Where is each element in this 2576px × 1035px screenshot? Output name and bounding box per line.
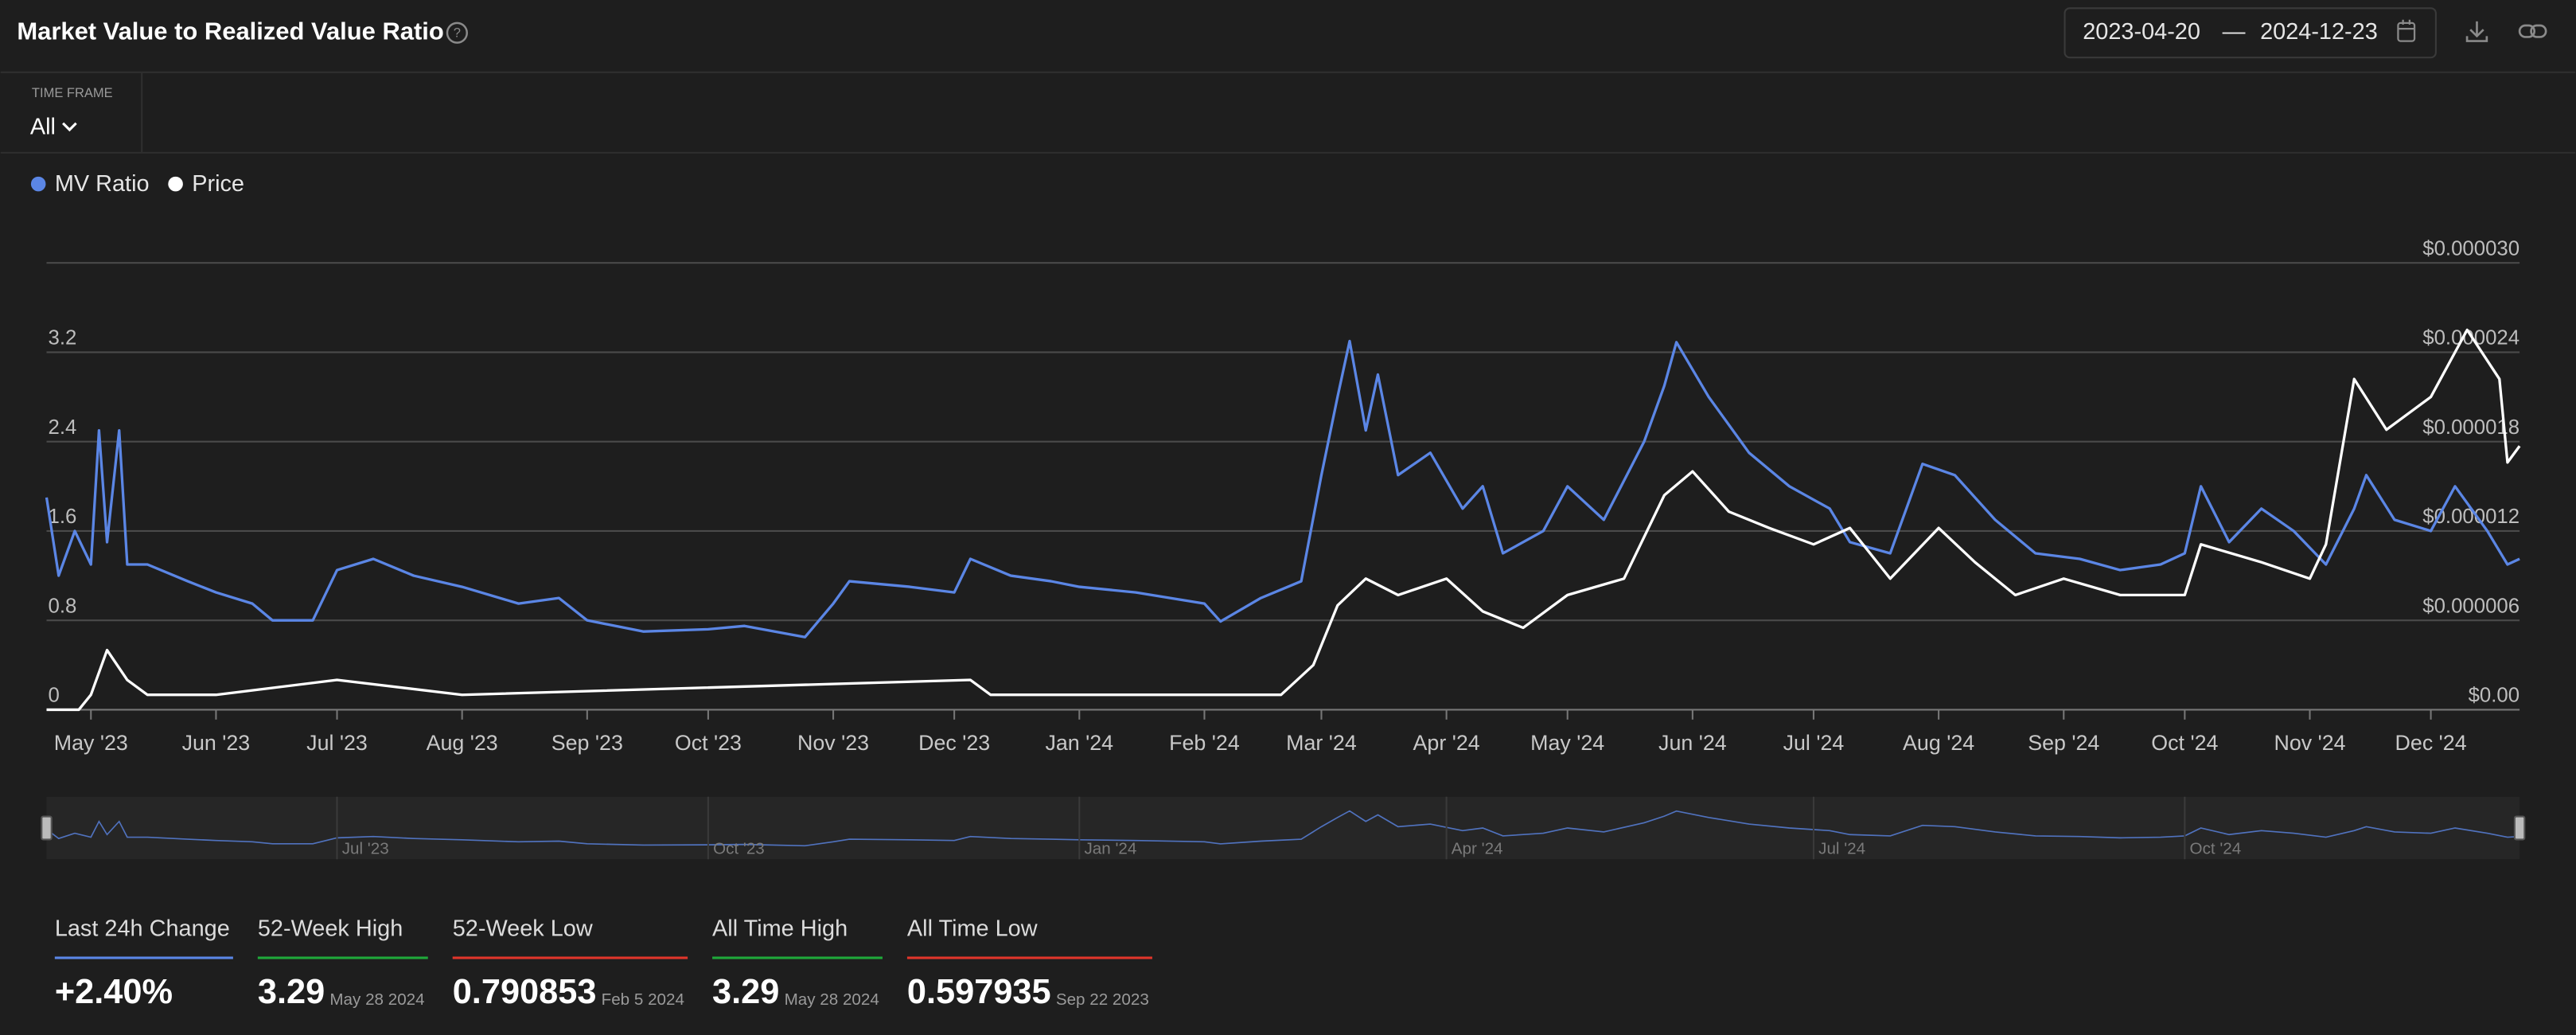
x-tick-label: Jul '24	[1783, 731, 1845, 755]
stat-value: 3.29	[258, 973, 325, 1011]
stat-date: Sep 22 2023	[1056, 990, 1149, 1009]
x-tick-label: Jul '23	[306, 731, 368, 755]
navigator-content: Jul '23 Oct '23 Jan '24 Apr '24 Jul '24 Oct '…	[46, 796, 2520, 860]
stat-value: +2.40%	[55, 973, 173, 1011]
stat-value: 0.597935	[907, 973, 1051, 1011]
date-range-picker[interactable]	[2064, 7, 2437, 59]
date-start: 2023-04-20	[2083, 19, 2200, 45]
x-tick-label: Jun '24	[1658, 731, 1727, 755]
grid: 00.81.62.43.2$0.00$0.000006$0.000012$0.0…	[46, 237, 2520, 711]
x-tick-label: Mar '24	[1286, 731, 1357, 755]
navigator-label: Jul '23	[342, 839, 389, 857]
series-line	[46, 328, 2521, 712]
x-tick-label: Aug '24	[1903, 731, 1974, 755]
y-tick-label: 3.2	[49, 327, 77, 350]
x-tick-label: Dec '24	[2395, 731, 2467, 755]
stat-value: 0.790853	[453, 973, 597, 1011]
x-tick-label: Oct '24	[2151, 731, 2218, 755]
date-separator: —	[2223, 19, 2246, 45]
plot	[45, 328, 2521, 712]
x-tick-label: May '24	[1530, 731, 1604, 755]
navigator-label: Oct '24	[2190, 839, 2242, 857]
y-tick-label: 0.8	[49, 595, 77, 617]
x-tick-label: May '23	[54, 731, 128, 755]
link-icon[interactable]	[2518, 24, 2547, 38]
series-line	[45, 339, 2520, 639]
x-tick-label: Sep '24	[2028, 731, 2099, 755]
y2-tick-label: $0.000030	[2422, 237, 2519, 260]
stat-date: May 28 2024	[329, 990, 424, 1009]
x-tick-label: Nov '24	[2274, 731, 2345, 755]
x-tick-label: Oct '23	[675, 731, 742, 755]
x-tick-label: Dec '23	[918, 731, 990, 755]
navigator-label: Oct '23	[713, 839, 765, 857]
legend-label: MV Ratio	[55, 171, 150, 197]
legend-swatch	[30, 176, 46, 192]
y-tick-label: 0	[49, 685, 60, 707]
x-tick-label: Feb '24	[1169, 731, 1240, 755]
stat-date: May 28 2024	[785, 990, 879, 1009]
navigator-label: Apr '24	[1452, 839, 1503, 857]
x-tick-label: Nov '23	[797, 731, 869, 755]
stat-label: All Time Low	[907, 916, 1038, 942]
legend-swatch	[168, 176, 183, 192]
y-tick-label: 1.6	[49, 506, 77, 528]
svg-text:?: ?	[454, 26, 461, 41]
x-tick-label: Sep '23	[551, 731, 623, 755]
y2-tick-label: $0.00	[2469, 685, 2520, 707]
calendar-icon[interactable]	[2397, 19, 2416, 42]
y2-tick-label: $0.000006	[2422, 595, 2519, 617]
stat-label: Last 24h Change	[55, 916, 230, 942]
y-tick-label: 2.4	[49, 416, 77, 439]
legend: MV Ratio Price	[30, 171, 244, 197]
timeframe-value[interactable]: All	[30, 115, 56, 140]
dropdown-chevron[interactable]	[62, 122, 77, 132]
x-tick-label: Jun '23	[182, 731, 251, 755]
legend-label: Price	[192, 171, 244, 197]
x-tick-label: Apr '24	[1413, 731, 1480, 755]
navigator-line	[46, 810, 2520, 847]
navigator-label: Jul '24	[1818, 839, 1865, 857]
navigator-handle[interactable]	[2513, 815, 2526, 841]
help-icon[interactable]: ?	[446, 21, 468, 44]
page-title: Market Value to Realized Value Ratio	[17, 17, 443, 45]
stat-label: All Time High	[712, 916, 848, 942]
stat-label: 52-Week Low	[453, 916, 593, 942]
navigator-label: Jan '24	[1084, 839, 1136, 857]
navigator-handle[interactable]	[41, 815, 53, 841]
navigator[interactable]	[46, 796, 2520, 860]
stat-value: 3.29	[712, 973, 779, 1011]
x-tick-label: Jan '24	[1045, 731, 1113, 755]
x-tick-label: Aug '23	[427, 731, 498, 755]
stat-label: 52-Week High	[258, 916, 403, 942]
timeframe-label: TIME FRAME	[32, 86, 113, 100]
x-axis: May '23 Jun '23 Jul '23 Aug '23 Sep '23 Oct '…	[54, 709, 2467, 755]
date-end: 2024-12-23	[2260, 19, 2378, 45]
download-icon[interactable]	[2465, 21, 2488, 42]
stat-date: Feb 5 2024	[602, 990, 684, 1009]
